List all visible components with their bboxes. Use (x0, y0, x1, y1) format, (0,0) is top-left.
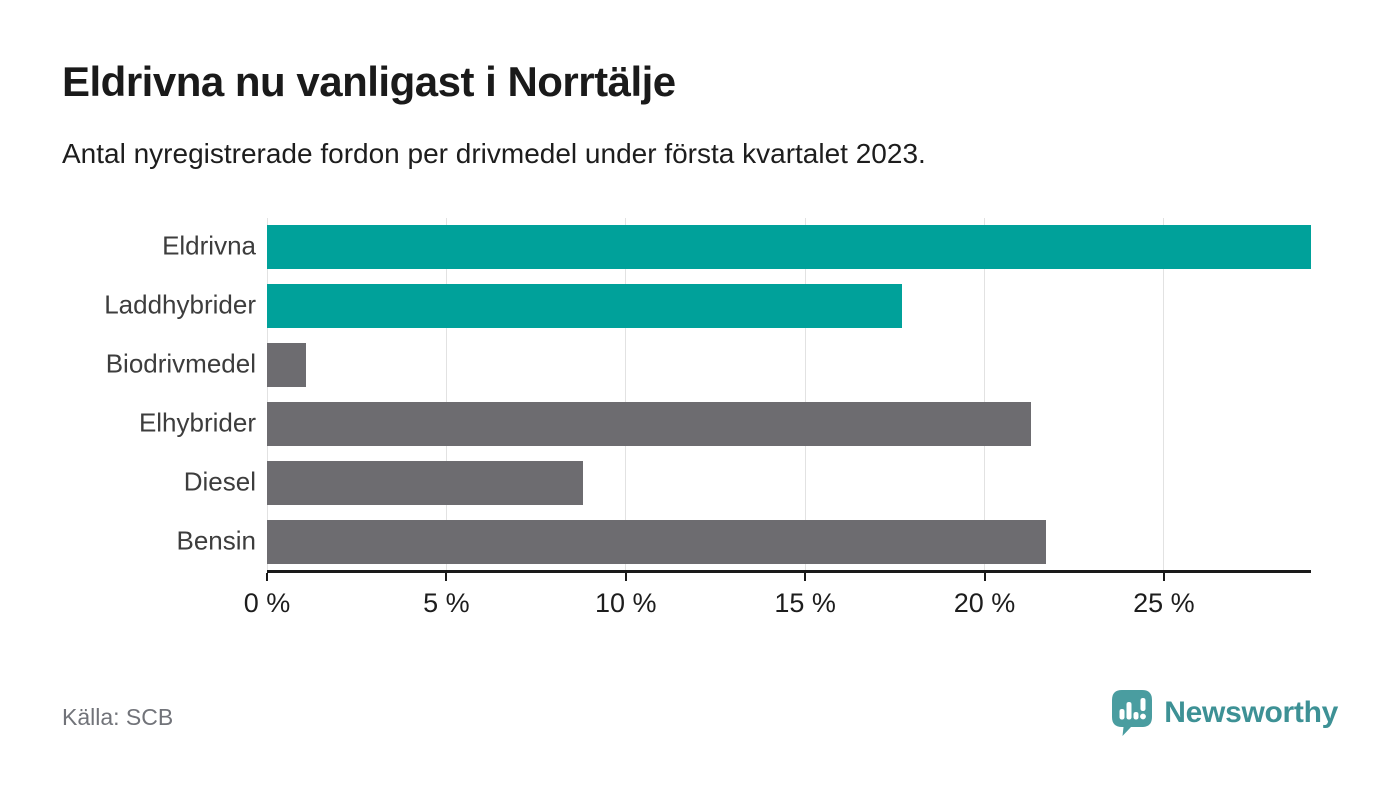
chart-title: Eldrivna nu vanligast i Norrtälje (62, 58, 676, 105)
gridline-0 (266, 218, 268, 571)
category-label-biodrivmedel: Biodrivmedel (105, 348, 256, 379)
axis-tick-label-5: 5 % (423, 588, 470, 618)
newsworthy-wordmark: Newsworthy (1164, 696, 1338, 729)
axis-tick-25 (1162, 573, 1165, 581)
axis-tick-5 (445, 573, 448, 581)
axis-tick-label-10: 10 % (594, 588, 657, 618)
gridline-20 (984, 218, 986, 571)
bar-eldrivna (267, 225, 1311, 270)
axis-tick-15 (804, 573, 807, 581)
gridline-10 (625, 218, 627, 571)
category-label-laddhybrider: Laddhybrider (104, 289, 256, 320)
axis-tick-label-25: 25 % (1133, 588, 1195, 618)
x-axis-line (267, 570, 1311, 573)
category-label-bensin: Bensin (176, 524, 257, 555)
bar-bensin (267, 519, 1046, 564)
category-label-eldrivna: Eldrivna (162, 230, 256, 261)
gridline-5 (445, 218, 447, 571)
chart-subtitle: Antal nyregistrerade fordon per drivmede… (62, 138, 926, 169)
axis-tick-label-20: 20 % (953, 588, 1016, 618)
axis-tick-0 (266, 573, 268, 581)
bar-diesel (267, 460, 583, 505)
gridline-25 (1163, 218, 1165, 571)
category-label-diesel: Diesel (183, 466, 256, 497)
axis-tick-label-15: 15 % (774, 588, 836, 618)
axis-tick-label-0: 0 % (243, 588, 291, 618)
category-label-elhybrider: Elhybrider (138, 407, 256, 438)
bar-biodrivmedel (267, 343, 307, 388)
bar-elhybrider (267, 401, 1032, 446)
newsworthy-logo: Newsworthy (1111, 689, 1338, 737)
bar-laddhybrider (267, 284, 902, 329)
source-note: Källa: SCB (62, 704, 174, 730)
axis-tick-20 (983, 573, 986, 581)
newsworthy-badge-icon (1112, 690, 1153, 736)
axis-tick-10 (624, 573, 627, 581)
bar-chart: 0 % 5 % 10 % 15 % 20 % 25 % Eldrivna Laddhybrid… (104, 218, 1311, 618)
gridline-15 (804, 218, 806, 571)
